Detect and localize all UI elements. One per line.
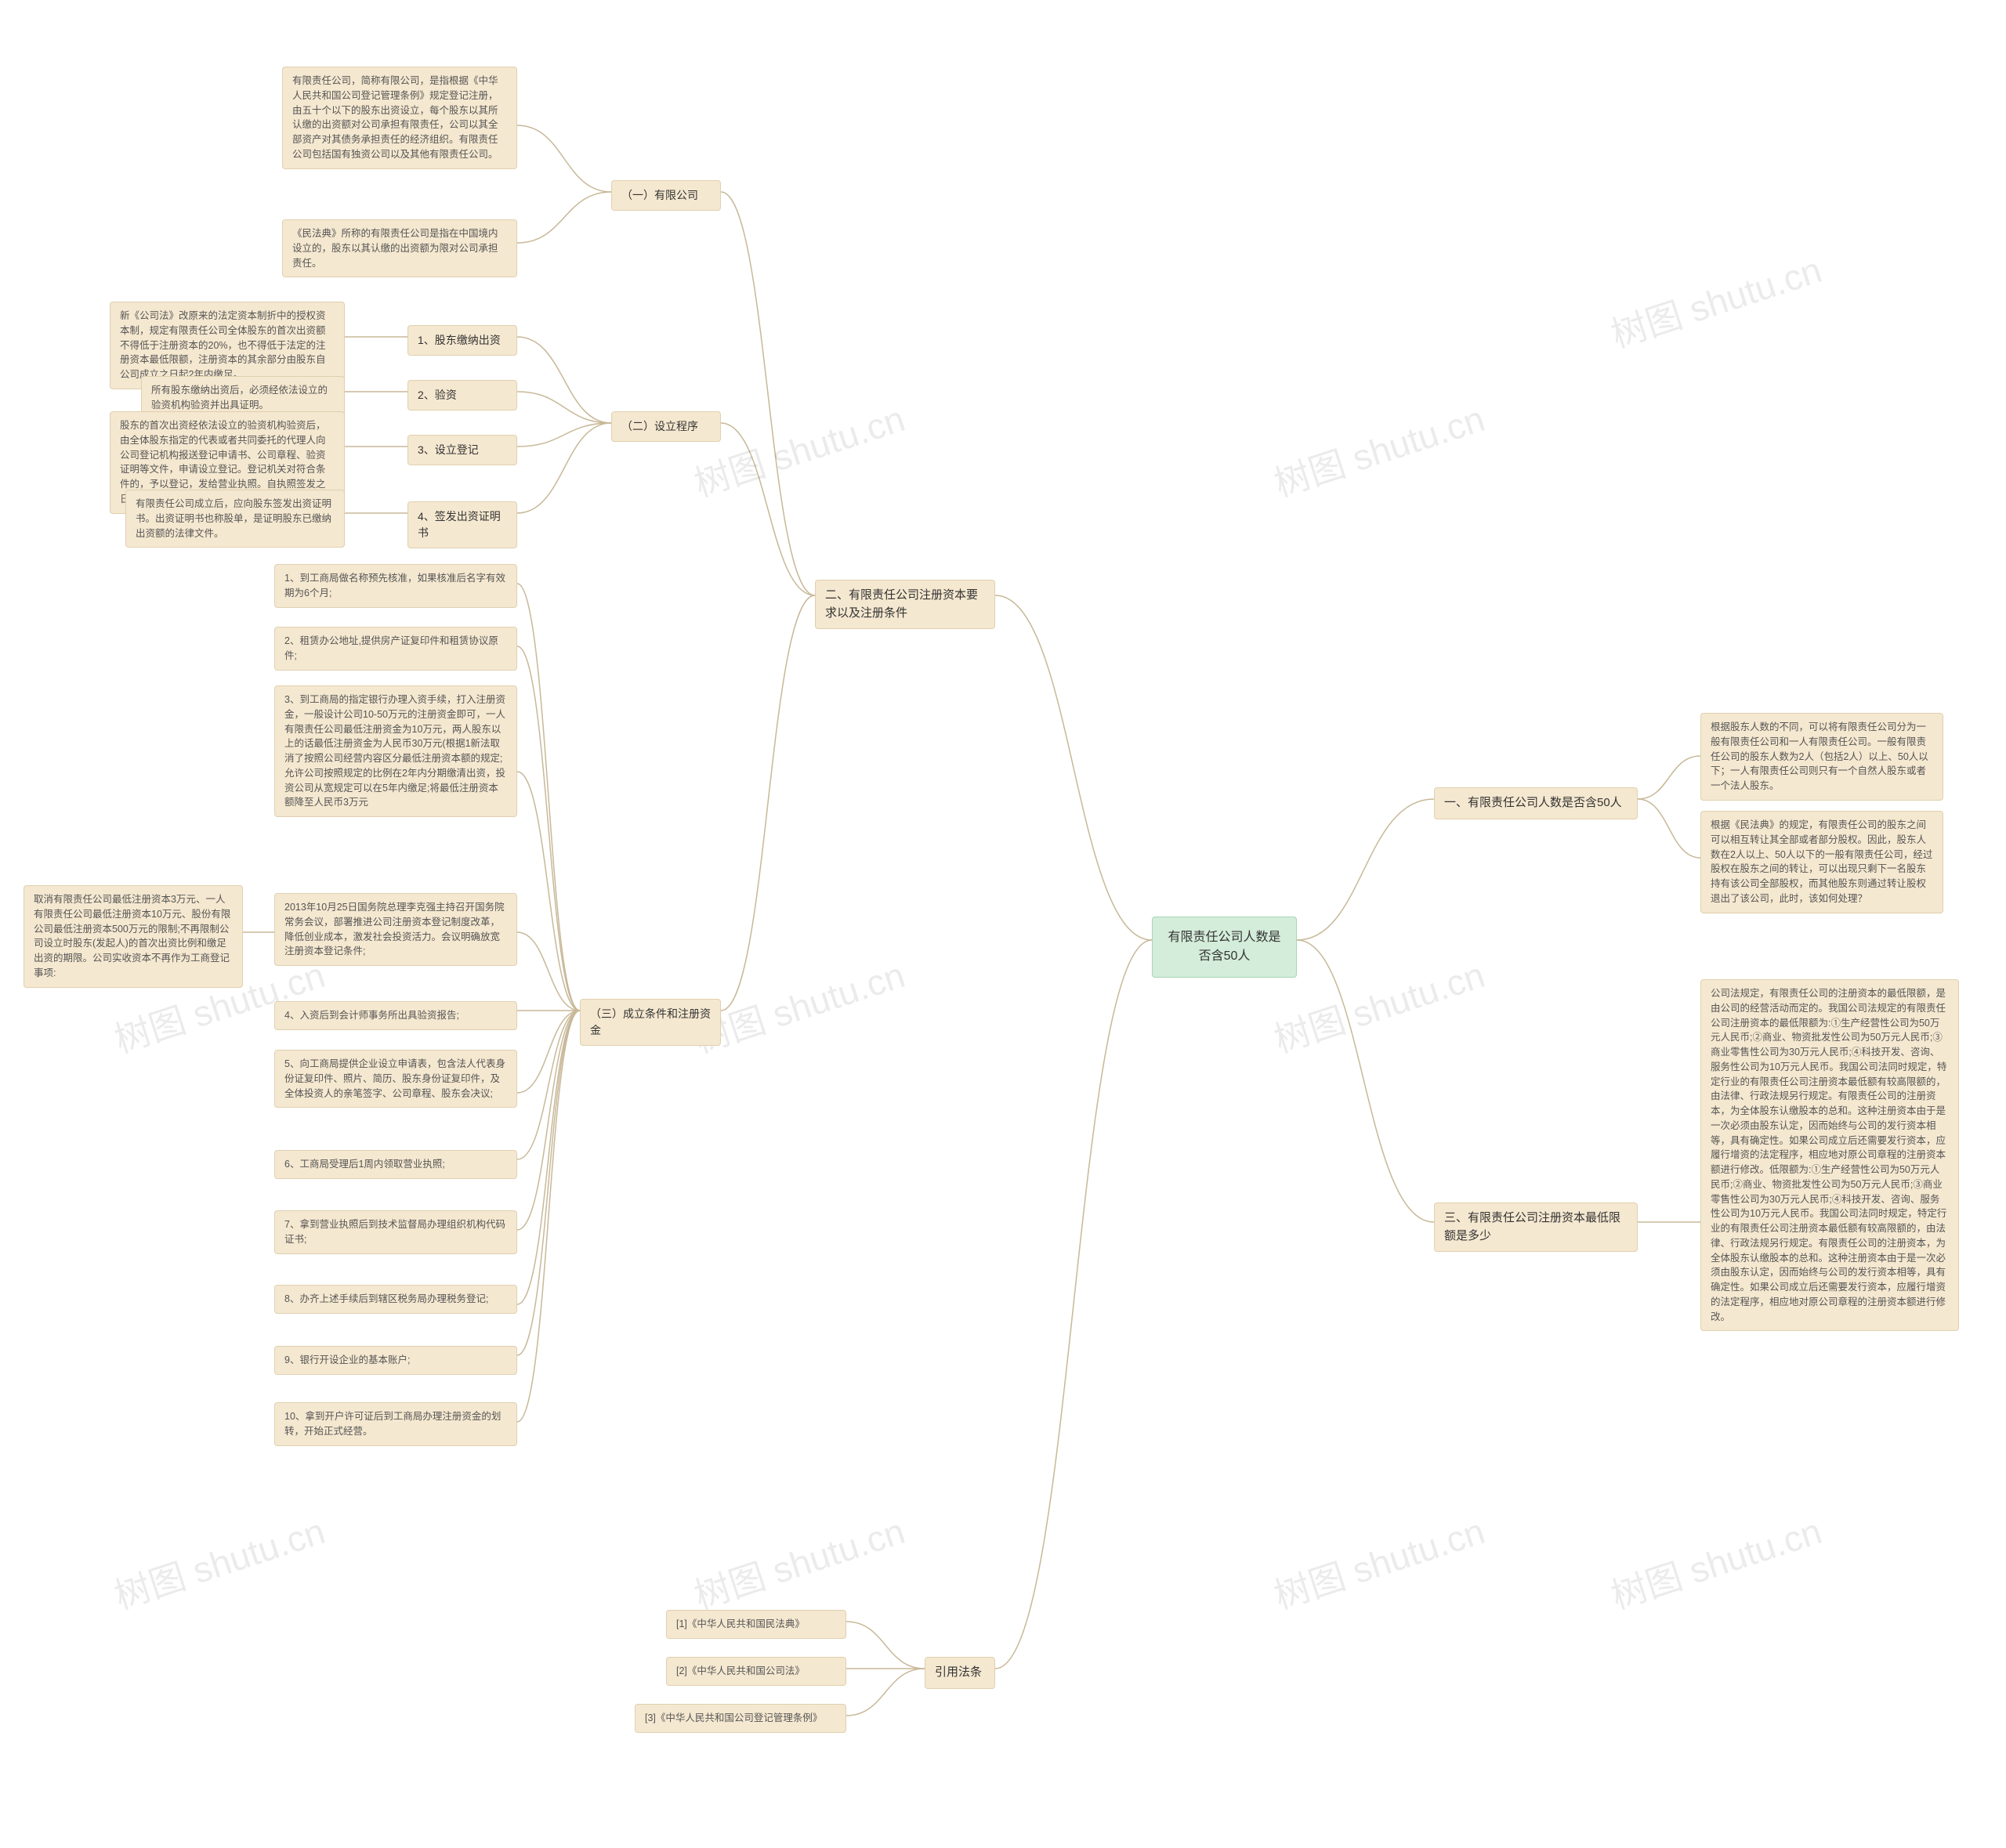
branch-ref[interactable]: 引用法条 <box>925 1657 995 1689</box>
sub-3-item-1: 2、租赁办公地址,提供房产证复印件和租赁协议原件; <box>274 627 517 671</box>
sub-3-item-10: 10、拿到开户许可证后到工商局办理注册资金的划转，开始正式经营。 <box>274 1402 517 1446</box>
sub-3-item-3: 2013年10月25日国务院总理李克强主持召开国务院常务会议，部署推进公司注册资… <box>274 893 517 966</box>
watermark: 树图 shutu.cn <box>1267 391 1490 508</box>
sub-1[interactable]: （一）有限公司 <box>611 180 721 211</box>
sub-3-item-0: 1、到工商局做名称预先核准，如果核准后名字有效期为6个月; <box>274 564 517 608</box>
branch-1[interactable]: 一、有限责任公司人数是否含50人 <box>1434 787 1638 819</box>
sub-2-item-0[interactable]: 1、股东缴纳出资 <box>407 325 517 356</box>
branch-1-leaf-1: 根据《民法典》的规定，有限责任公司的股东之间可以相互转让其全部或者部分股权。因此… <box>1700 811 1943 913</box>
sub-3-extra: 取消有限责任公司最低注册资本3万元、一人有限责任公司最低注册资本10万元、股份有… <box>24 885 243 988</box>
branch-1-leaf-0: 根据股东人数的不同，可以将有限责任公司分为一般有限责任公司和一人有限责任公司。一… <box>1700 713 1943 801</box>
watermark: 树图 shutu.cn <box>1267 1503 1490 1620</box>
watermark: 树图 shutu.cn <box>107 1503 331 1620</box>
sub-3-item-8: 8、办齐上述手续后到辖区税务局办理税务登记; <box>274 1285 517 1314</box>
ref-item-1: [2]《中华人民共和国公司法》 <box>666 1657 846 1686</box>
watermark: 树图 shutu.cn <box>1267 947 1490 1064</box>
sub-2-item-2[interactable]: 3、设立登记 <box>407 435 517 465</box>
branch-2[interactable]: 二、有限责任公司注册资本要求以及注册条件 <box>815 580 995 629</box>
sub-3-item-6: 6、工商局受理后1周内领取营业执照; <box>274 1150 517 1179</box>
watermark: 树图 shutu.cn <box>687 391 911 508</box>
sub-3[interactable]: （三）成立条件和注册资金 <box>580 999 721 1046</box>
sub-2-detail-3: 有限责任公司成立后，应向股东签发出资证明书。出资证明书也称股单，是证明股东已缴纳… <box>125 490 345 548</box>
sub-3-item-9: 9、银行开设企业的基本账户; <box>274 1346 517 1375</box>
branch-3[interactable]: 三、有限责任公司注册资本最低限额是多少 <box>1434 1202 1638 1252</box>
ref-item-2: [3]《中华人民共和国公司登记管理条例》 <box>635 1704 846 1733</box>
sub-3-item-4: 4、入资后到会计师事务所出具验资报告; <box>274 1001 517 1030</box>
sub-3-item-7: 7、拿到营业执照后到技术监督局办理组织机构代码证书; <box>274 1210 517 1254</box>
sub-3-item-2: 3、到工商局的指定银行办理入资手续，打入注册资金，一般设计公司10-50万元的注… <box>274 685 517 817</box>
sub-1-leaf-0: 有限责任公司，简称有限公司，是指根据《中华人民共和国公司登记管理条例》规定登记注… <box>282 67 517 169</box>
root-node[interactable]: 有限责任公司人数是否含50人 <box>1152 917 1297 978</box>
sub-2-item-1[interactable]: 2、验资 <box>407 380 517 410</box>
watermark: 树图 shutu.cn <box>1604 242 1827 359</box>
branch-3-leaf: 公司法规定，有限责任公司的注册资本的最低限额，是由公司的经营活动而定的。我国公司… <box>1700 979 1959 1331</box>
sub-2[interactable]: （二）设立程序 <box>611 411 721 442</box>
ref-item-0: [1]《中华人民共和国民法典》 <box>666 1610 846 1639</box>
watermark: 树图 shutu.cn <box>687 1503 911 1620</box>
sub-3-item-5: 5、向工商局提供企业设立申请表，包含法人代表身份证复印件、照片、简历、股东身份证… <box>274 1050 517 1108</box>
watermark: 树图 shutu.cn <box>1604 1503 1827 1620</box>
sub-1-leaf-1: 《民法典》所称的有限责任公司是指在中国境内设立的，股东以其认缴的出资额为限对公司… <box>282 219 517 277</box>
sub-2-item-3[interactable]: 4、签发出资证明书 <box>407 501 517 548</box>
